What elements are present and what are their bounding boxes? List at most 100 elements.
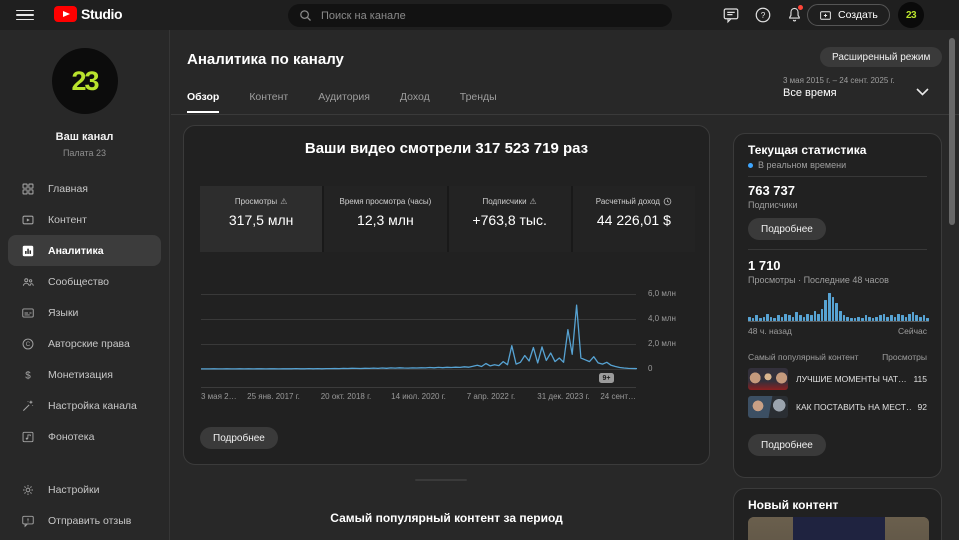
clock-icon <box>663 197 672 206</box>
sidebar-item-audio-library[interactable]: Фонотека <box>0 421 169 452</box>
sidebar: 23 Ваш канал Палата 23 Главная Контент А… <box>0 30 170 540</box>
y-tick-label: 2,0 млн <box>648 339 676 348</box>
realtime-bar <box>817 314 820 321</box>
hamburger-menu-icon[interactable] <box>16 7 34 23</box>
feedback-bubble-icon[interactable] <box>722 6 740 24</box>
channel-avatar[interactable]: 23 <box>52 48 118 114</box>
tab-revenue[interactable]: Доход <box>400 91 430 113</box>
axis-end-label: Сейчас <box>898 326 927 336</box>
sidebar-item-copyright[interactable]: C Авторские права <box>0 328 169 359</box>
period-selector[interactable]: Все время <box>783 87 837 99</box>
account-avatar[interactable]: 23 <box>898 2 924 28</box>
table-header-content: Самый популярный контент <box>748 352 859 362</box>
sidebar-item-monetization[interactable]: $ Монетизация <box>0 359 169 390</box>
realtime-bar <box>919 317 922 321</box>
sidebar-item-label: Языки <box>48 307 78 319</box>
sidebar-item-community[interactable]: Сообщество <box>0 266 169 297</box>
svg-text:?: ? <box>761 11 766 20</box>
tab-audience[interactable]: Аудитория <box>318 91 370 113</box>
video-thumbnail <box>748 396 788 418</box>
live-label: В реальном времени <box>758 160 846 170</box>
sidebar-item-send-feedback[interactable]: Отправить отзыв <box>0 505 169 536</box>
help-icon[interactable]: ? <box>754 6 772 24</box>
video-thumbnail <box>748 368 788 390</box>
realtime-bar <box>901 315 904 321</box>
realtime-bar <box>759 318 762 321</box>
page-title: Аналитика по каналу <box>187 51 344 68</box>
sidebar-item-analytics[interactable]: Аналитика <box>8 235 161 266</box>
top-content-row[interactable]: ЛУЧШИЕ МОМЕНТЫ ЧАТ… 115 <box>748 366 927 392</box>
youtube-studio-logo[interactable]: Studio <box>54 6 122 22</box>
x-tick-label: 7 апр. 2022 г. <box>467 392 516 401</box>
see-more-button[interactable]: Подробнее <box>200 427 278 449</box>
youtube-play-icon <box>54 6 77 22</box>
sidebar-item-subtitles[interactable]: Языки <box>0 297 169 328</box>
sidebar-item-content[interactable]: Контент <box>0 204 169 235</box>
chevron-down-icon[interactable] <box>916 88 929 96</box>
x-tick-label: 25 янв. 2017 г. <box>247 392 300 401</box>
channel-search-bar[interactable] <box>288 4 672 27</box>
new-content-card: Новый контент ПРИТВОРИЛСЯ ИНОСТРАНЦЕМ <box>733 488 942 540</box>
tab-content[interactable]: Контент <box>249 91 288 113</box>
realtime-bar <box>824 300 827 321</box>
advanced-mode-button[interactable]: Расширенный режим <box>820 47 942 67</box>
realtime-bar <box>846 317 849 321</box>
sidebar-item-label: Настройка канала <box>48 400 137 412</box>
metric-revenue[interactable]: Расчетный доход 44 226,01 $ <box>573 186 695 252</box>
divider <box>748 249 927 250</box>
top-content-row[interactable]: КАК ПОСТАВИТЬ НА МЕСТ… 92 <box>748 394 927 420</box>
events-badge[interactable]: 9+ <box>599 373 614 383</box>
video-title: КАК ПОСТАВИТЬ НА МЕСТ… <box>796 402 912 412</box>
realtime-title: Текущая статистика <box>748 143 866 157</box>
realtime-bar <box>799 315 802 321</box>
realtime-bar <box>777 315 780 321</box>
realtime-bar <box>748 317 751 321</box>
date-range-label: 3 мая 2015 г. – 24 сент. 2025 г. <box>783 76 895 85</box>
video-views: 115 <box>913 374 927 384</box>
sidebar-item-dashboard[interactable]: Главная <box>0 173 169 204</box>
search-input[interactable] <box>321 10 621 22</box>
new-content-thumbnail[interactable]: ПРИТВОРИЛСЯ ИНОСТРАНЦЕМ <box>748 517 929 540</box>
sidebar-nav: Главная Контент Аналитика Сообщество Язы… <box>0 173 169 452</box>
realtime-bar <box>883 314 886 321</box>
realtime-bar <box>868 317 871 321</box>
y-tick-label: 6,0 млн <box>648 289 676 298</box>
realtime-bar <box>803 317 806 321</box>
sidebar-footer: Настройки Отправить отзыв <box>0 474 169 536</box>
realtime-bar <box>879 315 882 321</box>
notifications-bell-icon[interactable] <box>786 6 804 24</box>
subtitles-icon <box>20 305 35 320</box>
metric-value: +763,8 тыс. <box>472 212 546 228</box>
analytics-tabs: Обзор Контент Аудитория Доход Тренды <box>187 91 497 113</box>
sidebar-item-settings[interactable]: Настройки <box>0 474 169 505</box>
realtime-subscribers-value: 763 737 <box>748 183 795 198</box>
sidebar-item-label: Аналитика <box>48 245 104 257</box>
tab-trends[interactable]: Тренды <box>460 91 497 113</box>
realtime-bar <box>773 318 776 321</box>
sidebar-item-customization[interactable]: Настройка канала <box>0 390 169 421</box>
realtime-axis-labels: 48 ч. назад Сейчас <box>748 326 927 336</box>
realtime-views-value: 1 710 <box>748 258 781 273</box>
views-line-chart[interactable] <box>201 288 637 370</box>
sidebar-item-label: Контент <box>48 214 87 226</box>
search-icon <box>298 8 313 23</box>
metric-subscribers[interactable]: Подписчики⚠ +763,8 тыс. <box>449 186 571 252</box>
metric-views[interactable]: Просмотры⚠ 317,5 млн <box>200 186 322 252</box>
page-scrollbar-thumb[interactable] <box>949 38 955 225</box>
realtime-bar <box>792 317 795 321</box>
tabs-divider <box>171 114 959 115</box>
see-more-button[interactable]: Подробнее <box>748 218 826 240</box>
create-button[interactable]: Создать <box>807 4 890 26</box>
metric-value: 317,5 млн <box>229 212 293 228</box>
sidebar-item-label: Настройки <box>48 484 100 496</box>
realtime-live-row: В реальном времени <box>748 160 846 170</box>
realtime-bar <box>894 317 897 321</box>
realtime-bar <box>890 315 893 321</box>
tab-overview[interactable]: Обзор <box>187 91 219 113</box>
see-more-button[interactable]: Подробнее <box>748 434 826 456</box>
table-header-views: Просмотры <box>882 352 927 362</box>
metric-watch-time[interactable]: Время просмотра (часы) 12,3 млн <box>324 186 446 252</box>
y-tick-label: 0 <box>648 364 652 373</box>
top-content-table-header: Самый популярный контент Просмотры <box>748 352 927 362</box>
realtime-bars-chart[interactable] <box>748 292 929 322</box>
